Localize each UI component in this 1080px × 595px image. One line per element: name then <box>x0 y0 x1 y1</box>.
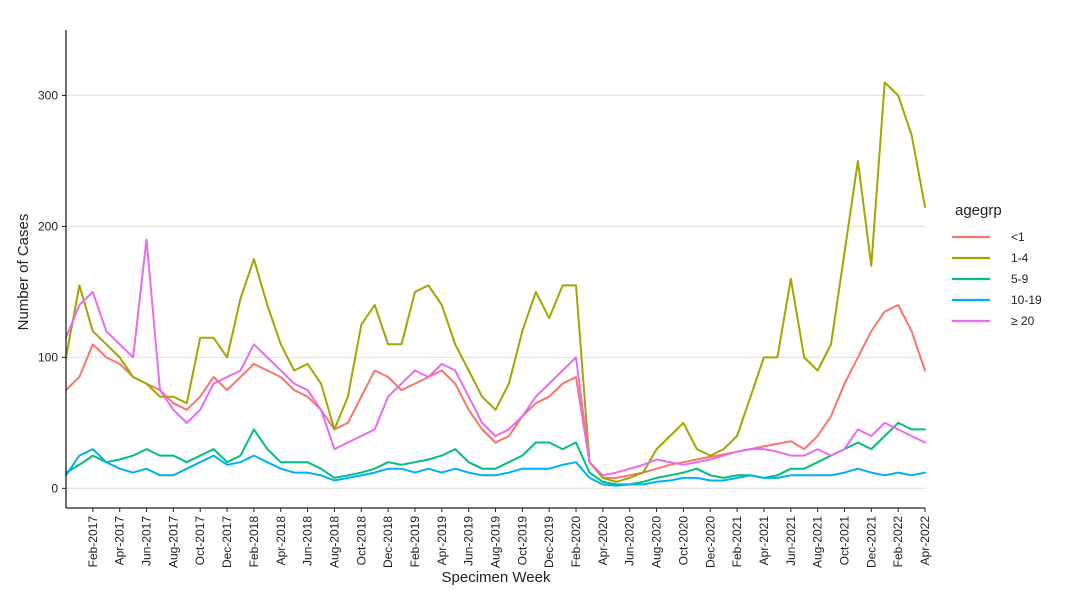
x-tick-label: Jun-2019 <box>462 516 476 566</box>
x-tick-label: Feb-2020 <box>569 516 583 568</box>
series-line-0 <box>65 304 926 479</box>
x-tick-label: Oct-2019 <box>515 516 529 566</box>
x-tick-label: Aug-2021 <box>811 516 825 568</box>
legend-label-3: 10-19 <box>1011 293 1042 307</box>
x-tick-label: Aug-2020 <box>650 516 664 568</box>
series-lines <box>65 81 926 487</box>
x-tick-label: Dec-2017 <box>220 516 234 568</box>
x-tick-label: Apr-2021 <box>757 516 771 566</box>
series-line-2 <box>65 421 926 486</box>
x-tick-label: Oct-2018 <box>354 516 368 566</box>
x-tick-label: Feb-2021 <box>730 516 744 568</box>
series-line-3 <box>65 448 926 487</box>
x-tick-label: Feb-2019 <box>408 516 422 568</box>
series-line-1 <box>65 81 926 483</box>
legend-label-2: 5-9 <box>1011 272 1029 286</box>
y-tick-label: 100 <box>38 350 58 364</box>
x-tick-label: Dec-2019 <box>542 516 556 568</box>
y-tick-label: 300 <box>38 88 58 102</box>
x-tick-label: Aug-2018 <box>327 516 341 568</box>
legend: agegrp <1 1-4 5-9 10-19 ≥ 20 <box>952 202 1042 328</box>
x-tick-label: Oct-2021 <box>837 516 851 566</box>
x-tick-label: Oct-2020 <box>676 516 690 566</box>
legend-title: agegrp <box>955 202 1002 219</box>
grid-lines <box>66 94 925 490</box>
x-tick-label: Feb-2017 <box>86 516 100 568</box>
x-tick-label: Feb-2022 <box>891 516 905 568</box>
x-tick-label: Dec-2018 <box>381 516 395 568</box>
y-axis-title: Number of Cases <box>15 214 32 331</box>
legend-label-0: <1 <box>1011 230 1025 244</box>
axes: 0 100 200 300 Feb-2017 Apr-2017 Jun-2017 Aug-20… <box>38 30 932 568</box>
x-tick-label: Jun-2020 <box>623 516 637 566</box>
x-tick-label: Feb-2018 <box>247 516 261 568</box>
y-tick-label: 200 <box>38 219 58 233</box>
x-tick-label: Oct-2017 <box>193 516 207 566</box>
x-tick-label: Jun-2018 <box>301 516 315 566</box>
legend-label-1: 1-4 <box>1011 251 1029 265</box>
x-tick-label: Apr-2017 <box>113 516 127 566</box>
x-tick-label: Jun-2021 <box>784 516 798 566</box>
x-tick-label: Apr-2019 <box>435 516 449 566</box>
x-tick-label: Apr-2018 <box>274 516 288 566</box>
x-tick-label: Aug-2019 <box>489 516 503 568</box>
x-tick-label: Aug-2017 <box>166 516 180 568</box>
x-tick-label: Jun-2017 <box>140 516 154 566</box>
series-line-4 <box>65 238 926 477</box>
x-tick-label: Dec-2021 <box>864 516 878 568</box>
x-tick-label: Apr-2022 <box>918 516 932 566</box>
x-tick-label: Apr-2020 <box>596 516 610 566</box>
y-tick-label: 0 <box>51 481 58 495</box>
x-axis-title: Specimen Week <box>442 569 551 586</box>
legend-label-4: ≥ 20 <box>1011 314 1035 328</box>
x-tick-label: Dec-2020 <box>703 516 717 568</box>
